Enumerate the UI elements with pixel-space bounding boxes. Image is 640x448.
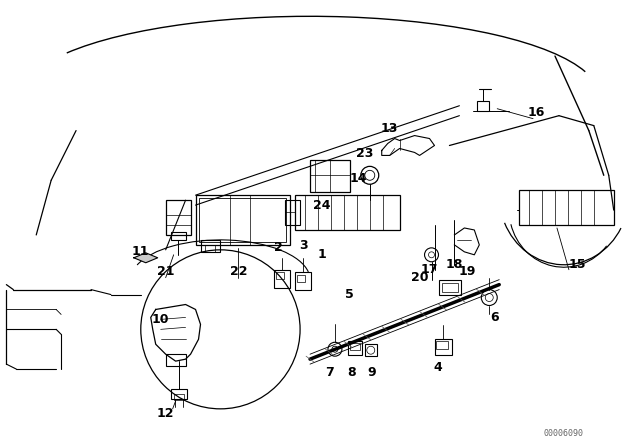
Bar: [365, 344, 377, 356]
Bar: [348, 341, 362, 355]
Text: 7: 7: [326, 366, 334, 379]
Text: 22: 22: [230, 265, 247, 278]
Bar: [285, 200, 300, 225]
Text: 6: 6: [490, 311, 499, 324]
Text: 20: 20: [411, 271, 428, 284]
Bar: [173, 394, 184, 400]
Text: 9: 9: [367, 366, 376, 379]
Polygon shape: [134, 253, 157, 263]
Bar: [198, 198, 286, 242]
Text: 13: 13: [381, 122, 398, 135]
Text: 17: 17: [420, 263, 438, 276]
Bar: [196, 195, 290, 245]
Bar: [205, 245, 216, 252]
Bar: [440, 280, 461, 294]
Text: 16: 16: [527, 106, 545, 119]
Bar: [442, 283, 458, 292]
Text: 12: 12: [157, 407, 175, 420]
Text: 2: 2: [274, 241, 282, 254]
Bar: [435, 339, 452, 355]
Text: 14: 14: [349, 172, 367, 185]
Text: 23: 23: [356, 147, 374, 160]
Bar: [295, 195, 399, 230]
Bar: [310, 160, 350, 192]
Bar: [166, 354, 186, 366]
Text: 4: 4: [433, 361, 442, 374]
Text: 10: 10: [152, 313, 170, 326]
Bar: [297, 275, 305, 282]
Text: 1: 1: [317, 248, 326, 261]
Text: 21: 21: [157, 265, 175, 278]
Bar: [276, 271, 284, 279]
Text: 5: 5: [346, 288, 355, 301]
Bar: [200, 240, 220, 252]
Text: 15: 15: [568, 258, 586, 271]
Bar: [171, 232, 186, 240]
Text: 8: 8: [348, 366, 356, 379]
Bar: [519, 190, 614, 225]
Text: 18: 18: [445, 258, 463, 271]
Bar: [477, 101, 489, 111]
Bar: [295, 271, 311, 289]
Text: 3: 3: [299, 239, 307, 252]
Bar: [436, 341, 449, 349]
Text: 19: 19: [459, 265, 476, 278]
Text: 11: 11: [132, 246, 150, 258]
Bar: [166, 200, 191, 235]
Text: 00006090: 00006090: [544, 429, 584, 438]
Bar: [274, 270, 290, 288]
Text: 24: 24: [313, 198, 331, 211]
Bar: [350, 343, 360, 350]
Bar: [171, 389, 187, 399]
